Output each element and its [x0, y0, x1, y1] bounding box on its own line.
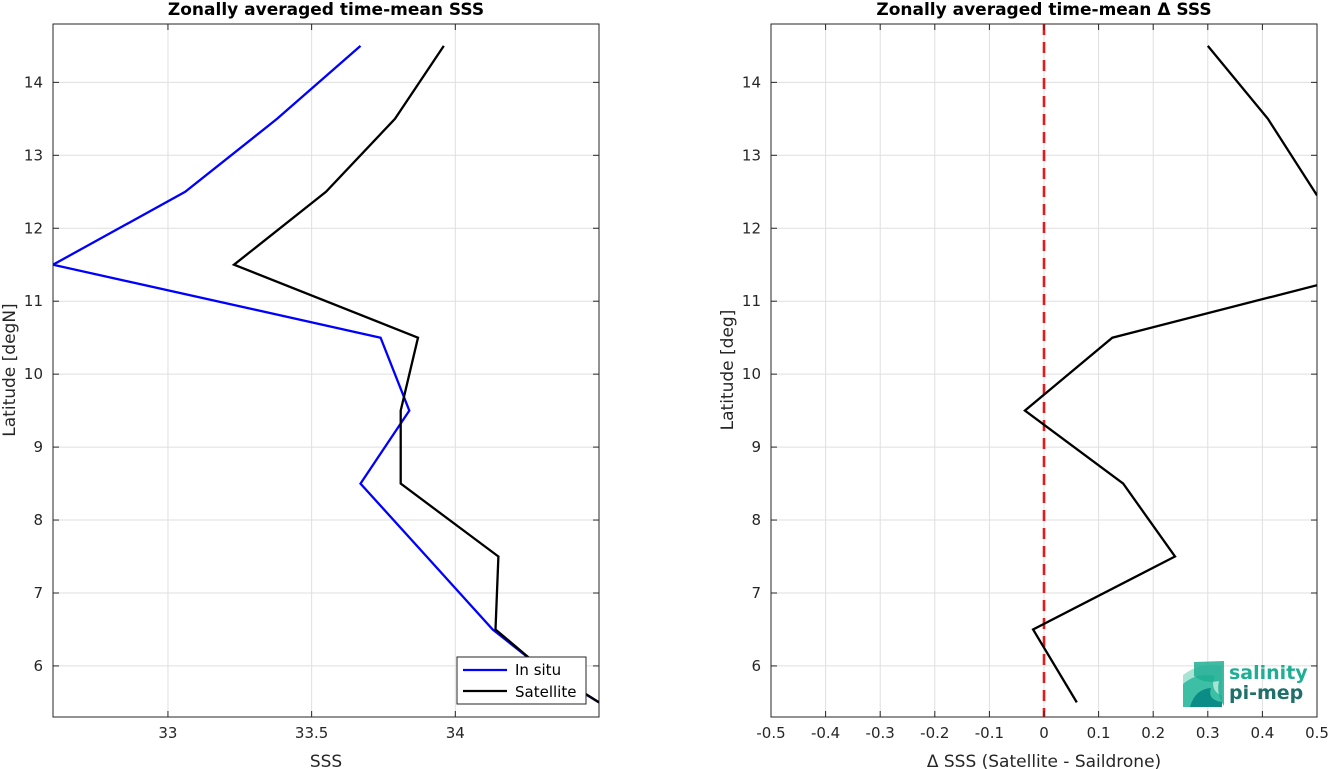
- sss-satellite-line: [231, 45, 599, 704]
- delta-sss-y-axis-label: Latitude [deg]: [718, 310, 738, 431]
- delta-sss-y-tick-label: 14: [742, 73, 761, 91]
- delta-sss-series: [1023, 45, 1317, 703]
- sss-y-tick-label: 10: [24, 365, 43, 383]
- delta-sss-x-tick-label: -0.4: [811, 724, 840, 742]
- delta-sss-x-tick-label: -0.1: [975, 724, 1004, 742]
- delta-sss-y-tick-label: 7: [751, 584, 761, 602]
- sss-x-tick-label: 33: [158, 724, 177, 742]
- sss-x-tick-label: 33.5: [295, 724, 328, 742]
- sss-x-tick-label: 34: [446, 724, 465, 742]
- sss-y-axis-label: Latitude [degN]: [0, 303, 20, 436]
- delta-sss-difference-line-segment-2: [1206, 45, 1317, 197]
- sss-y-tick-label: 12: [24, 219, 43, 237]
- sss-y-tick-label: 11: [24, 292, 43, 310]
- logo-text-salinity: salinity: [1229, 662, 1308, 684]
- delta-sss-y-tick-label: 11: [742, 292, 761, 310]
- delta-sss-x-tick-label: 0.1: [1087, 724, 1111, 742]
- delta-sss-x-tick-label: -0.3: [866, 724, 895, 742]
- delta-sss-profile-panel: -0.5 -0.4 -0.3 -0.2 -0.1 0 0.1 0.2 0.3 0.4 0.5 6 7 8 9…: [718, 0, 1329, 769]
- delta-sss-x-tick-label: 0.2: [1141, 724, 1165, 742]
- legend-label-in-situ: In situ: [515, 661, 561, 679]
- sss-y-tick-label: 7: [33, 584, 43, 602]
- delta-sss-x-tick-label: 0.5: [1305, 724, 1329, 742]
- sss-y-tick-label: 6: [33, 657, 43, 675]
- sss-y-tick-label: 9: [33, 438, 43, 456]
- sss-in-situ-line: [53, 45, 599, 704]
- sss-y-tick-label: 13: [24, 146, 43, 164]
- sss-ticks: 33 33.5 34 6 7 8 9 10 11 12 13 14: [24, 24, 599, 742]
- legend-label-satellite: Satellite: [515, 683, 576, 701]
- sss-panel-title: Zonally averaged time-mean SSS: [168, 0, 484, 20]
- sss-grid: [53, 24, 599, 717]
- delta-sss-x-tick-label: -0.2: [920, 724, 949, 742]
- logo-text-pi-mep: pi-mep: [1229, 682, 1303, 704]
- delta-sss-x-tick-label: 0.3: [1196, 724, 1220, 742]
- legend-box: [456, 656, 587, 705]
- delta-sss-y-tick-label: 10: [742, 365, 761, 383]
- salinity-pi-mep-logo: salinity pi-mep: [1183, 661, 1308, 707]
- sss-y-tick-label: 8: [33, 511, 43, 529]
- delta-sss-difference-line-segment-1: [1023, 284, 1317, 703]
- delta-sss-y-tick-label: 8: [751, 511, 761, 529]
- delta-sss-y-tick-label: 9: [751, 438, 761, 456]
- wave-emblem-icon: [1183, 661, 1224, 707]
- delta-sss-ticks: -0.5 -0.4 -0.3 -0.2 -0.1 0 0.1 0.2 0.3 0.4 0.5 6 7 8 9…: [742, 24, 1329, 742]
- delta-sss-x-tick-label: -0.5: [756, 724, 785, 742]
- sss-axes-box: [52, 23, 600, 718]
- sss-profile-panel: 33 33.5 34 6 7 8 9 10 11 12 13 14 Zonally averaged …: [0, 0, 600, 769]
- sss-legend: In situ Satellite: [456, 656, 587, 705]
- delta-sss-x-tick-label: 0.4: [1250, 724, 1274, 742]
- delta-sss-x-axis-label: Δ SSS (Satellite - Saildrone): [927, 752, 1161, 769]
- delta-sss-y-tick-label: 6: [751, 657, 761, 675]
- sss-series: [53, 45, 599, 704]
- delta-sss-y-tick-label: 12: [742, 219, 761, 237]
- delta-sss-panel-title: Zonally averaged time-mean Δ SSS: [876, 0, 1211, 20]
- sss-y-tick-label: 14: [24, 73, 43, 91]
- sss-x-axis-label: SSS: [310, 752, 342, 769]
- delta-sss-x-tick-label: 0: [1039, 724, 1049, 742]
- delta-sss-y-tick-label: 13: [742, 146, 761, 164]
